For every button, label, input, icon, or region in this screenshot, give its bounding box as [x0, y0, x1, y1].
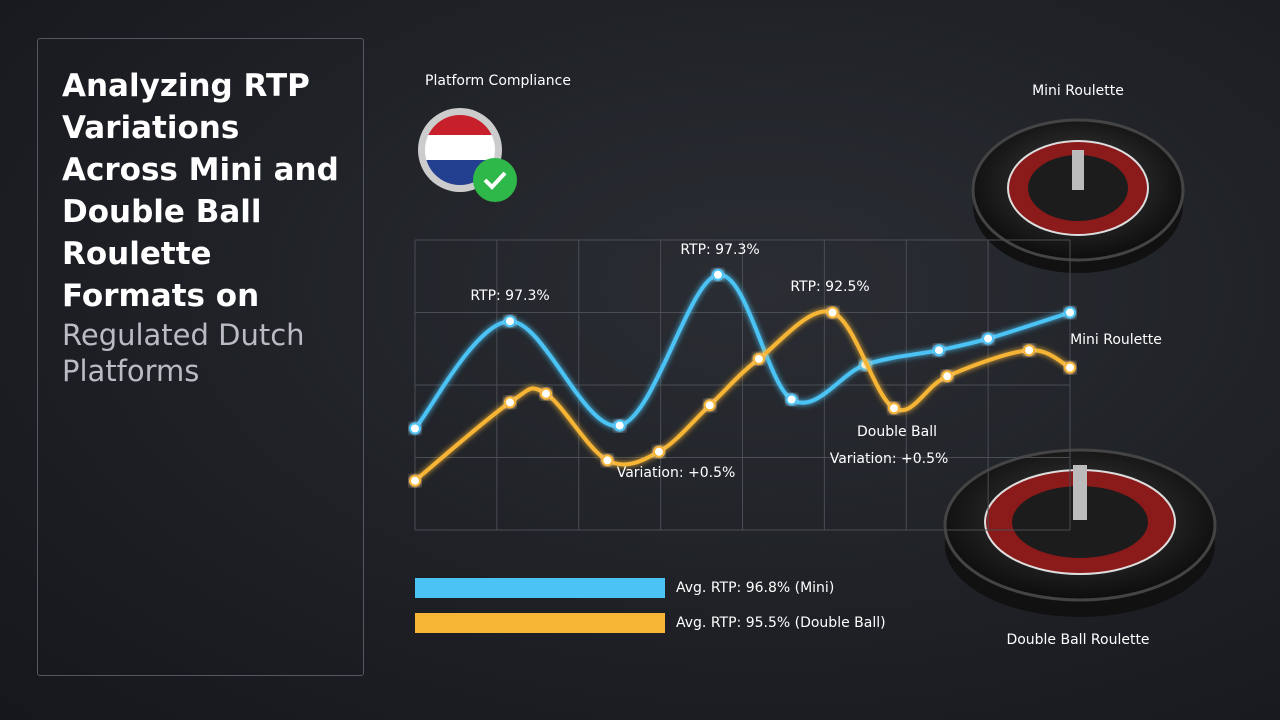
data-point: [785, 393, 798, 406]
data-point: [1064, 306, 1076, 319]
annotation: RTP: 97.3%: [680, 242, 759, 258]
data-point: [409, 422, 421, 435]
data-point: [887, 402, 900, 415]
data-point: [503, 396, 516, 409]
image-caption: Mini Roulette: [1032, 83, 1124, 99]
legend-swatch: [415, 578, 665, 598]
data-point: [933, 344, 945, 357]
data-point: [601, 454, 614, 467]
legend-swatch: [415, 613, 665, 633]
annotation: Variation: +0.5%: [617, 465, 736, 481]
series-line: [413, 272, 1071, 430]
annotation: RTP: 97.3%: [470, 288, 549, 304]
data-point: [613, 419, 626, 432]
data-point: [826, 306, 839, 319]
data-point: [711, 268, 724, 281]
data-point: [703, 399, 716, 412]
data-point: [1064, 361, 1076, 374]
data-point: [1023, 344, 1036, 357]
data-point: [982, 332, 995, 345]
subtitle: Regulated Dutch Platforms: [62, 318, 305, 388]
flag-icon: [418, 108, 517, 202]
annotation: Variation: +0.5%: [830, 451, 949, 467]
data-point: [752, 352, 765, 365]
legend-label: Avg. RTP: 96.8% (Mini): [676, 580, 834, 596]
series-label: Mini Roulette: [1070, 332, 1162, 348]
compliance-label: Platform Compliance: [425, 73, 571, 89]
title-panel: Analyzing RTP Variations Across Mini and…: [37, 38, 364, 676]
data-point: [540, 387, 552, 400]
series-label: Double Ball: [857, 424, 937, 440]
annotation: RTP: 92.5%: [790, 279, 869, 295]
legend-label: Avg. RTP: 95.5% (Double Ball): [676, 615, 886, 631]
mini-roulette-image: [971, 118, 1185, 273]
title: Analyzing RTP Variations Across Mini and…: [62, 68, 339, 314]
data-point: [409, 474, 421, 487]
double-ball-roulette-image: [943, 448, 1217, 617]
data-point: [652, 445, 665, 458]
data-point: [941, 370, 954, 383]
image-caption: Double Ball Roulette: [1006, 632, 1149, 648]
data-point: [503, 315, 516, 328]
